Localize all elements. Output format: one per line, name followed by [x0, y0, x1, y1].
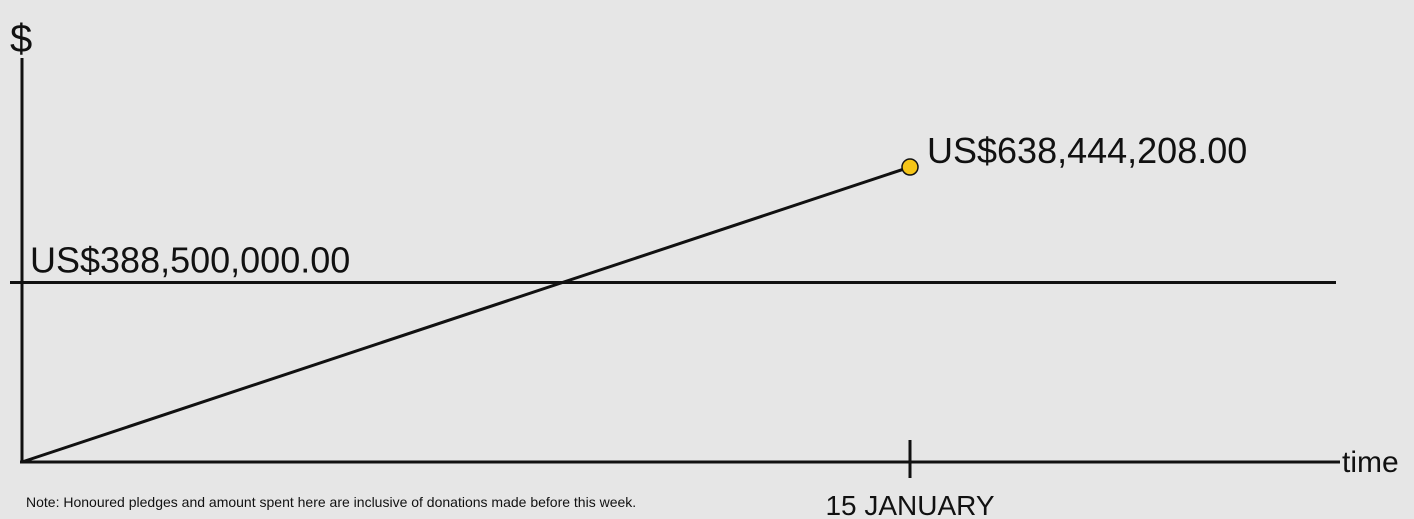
series-end-label: US$638,444,208.00 — [927, 130, 1247, 171]
y-axis-label: $ — [10, 17, 32, 61]
x-tick-label: 15 JANUARY — [825, 490, 994, 519]
footnote: Note: Honoured pledges and amount spent … — [26, 494, 637, 510]
series-line — [21, 165, 911, 464]
reference-line-label: US$388,500,000.00 — [30, 240, 350, 281]
x-axis-label: time — [1342, 446, 1399, 479]
series-end-marker — [901, 158, 919, 176]
